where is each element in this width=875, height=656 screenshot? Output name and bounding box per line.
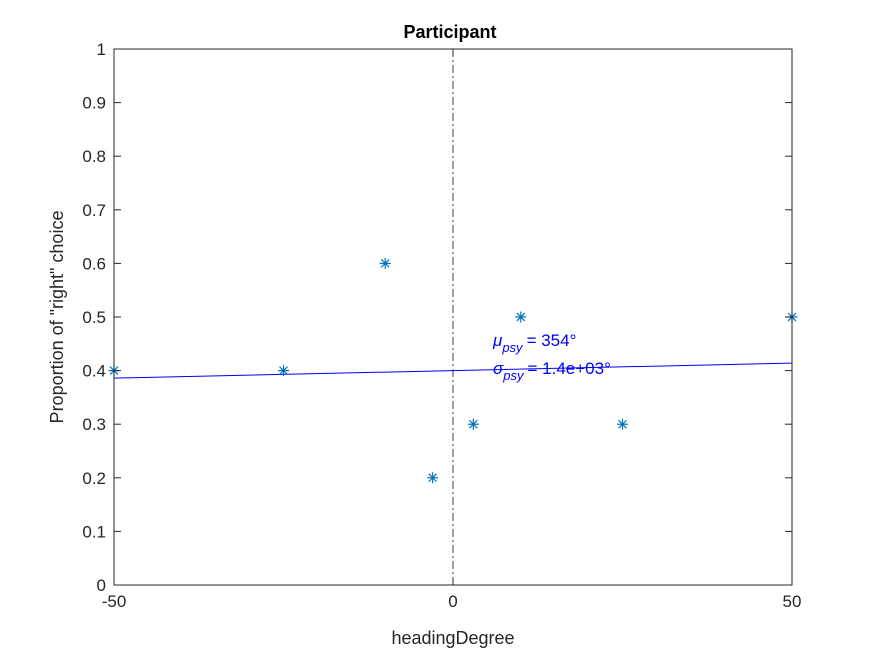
sigma-annotation: σpsy = 1.4e+03° bbox=[493, 359, 611, 383]
data-point-stroke bbox=[468, 419, 478, 429]
mu-annotation: μpsy = 354° bbox=[492, 331, 576, 355]
fit-line bbox=[113, 362, 793, 379]
x-tick-label: 50 bbox=[783, 592, 802, 611]
y-tick-label: 0.8 bbox=[82, 147, 106, 166]
sigma-value: = 1.4e+03° bbox=[528, 359, 611, 378]
data-point bbox=[515, 311, 527, 323]
sigma-symbol: σ bbox=[493, 359, 504, 378]
data-point-stroke bbox=[279, 366, 288, 375]
data-point bbox=[427, 472, 439, 484]
y-tick-label: 0.2 bbox=[82, 469, 106, 488]
y-tick-label: 0.4 bbox=[82, 362, 106, 381]
data-point bbox=[617, 418, 628, 430]
y-tick-label: 0.1 bbox=[82, 522, 106, 541]
data-point-stroke bbox=[428, 473, 438, 483]
mu-subscript: psy bbox=[501, 340, 524, 355]
fit-line-layer bbox=[113, 362, 793, 379]
data-points-layer bbox=[108, 257, 798, 484]
data-point-stroke bbox=[618, 419, 627, 429]
sigma-subscript: psy bbox=[502, 368, 525, 383]
y-tick-label: 0.6 bbox=[82, 254, 106, 273]
fit-annotation: μpsy = 354° σpsy = 1.4e+03° bbox=[492, 331, 611, 383]
mu-symbol: μ bbox=[492, 331, 503, 350]
data-point bbox=[278, 365, 289, 377]
x-axis-label: headingDegree bbox=[391, 628, 514, 648]
y-tick-label: 0.7 bbox=[82, 201, 106, 220]
y-tick-label: 0.3 bbox=[82, 415, 106, 434]
y-tick-label: 0.5 bbox=[82, 308, 106, 327]
y-tick-label: 0 bbox=[97, 576, 106, 595]
mu-value: = 354° bbox=[527, 331, 577, 350]
data-point bbox=[379, 257, 391, 269]
chart-title: Participant bbox=[403, 22, 496, 42]
y-axis-label: Proportion of "right" choice bbox=[47, 211, 67, 424]
y-tick-label: 0.9 bbox=[82, 94, 106, 113]
x-tick-label: 0 bbox=[448, 592, 457, 611]
data-point-stroke bbox=[516, 312, 526, 322]
x-tick-label: -50 bbox=[102, 592, 127, 611]
data-point-stroke bbox=[380, 259, 390, 268]
y-tick-label: 1 bbox=[97, 40, 106, 59]
data-point bbox=[467, 418, 479, 430]
